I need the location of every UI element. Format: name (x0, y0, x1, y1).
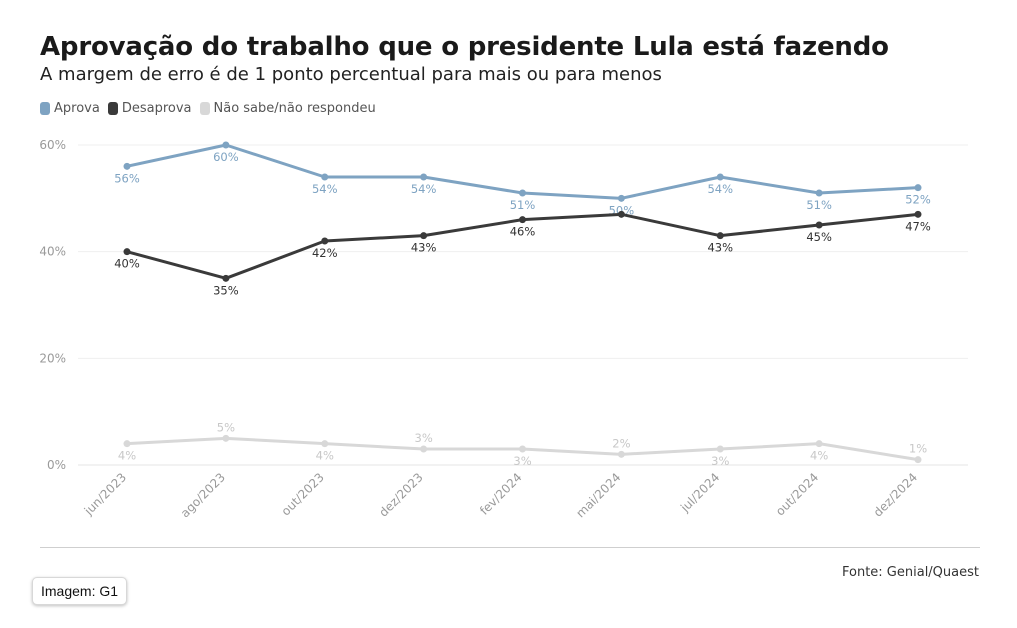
data-label: 56% (114, 171, 140, 185)
x-tick-label: dez/2023 (376, 470, 425, 519)
x-tick-label: out/2024 (773, 470, 821, 518)
data-label: 3% (513, 454, 531, 468)
x-tick-label: jul/2024 (677, 470, 722, 515)
data-label: 5% (217, 420, 235, 434)
data-label: 52% (905, 193, 931, 207)
x-tick-label: dez/2024 (871, 470, 920, 519)
data-label: 54% (411, 182, 437, 196)
legend-swatch-desaprova (107, 102, 118, 115)
data-label: 45% (806, 230, 832, 244)
data-point (617, 450, 625, 458)
y-tick-label: 40% (39, 245, 66, 259)
data-point (914, 184, 922, 192)
data-point (716, 232, 724, 240)
data-label: 2% (612, 436, 630, 450)
data-label: 43% (411, 241, 437, 255)
data-label: 42% (312, 246, 338, 260)
data-point (617, 210, 625, 218)
legend-item-desaprova[interactable]: Desaprova (107, 101, 192, 116)
data-label: 51% (806, 198, 832, 212)
data-point (420, 445, 428, 453)
legend-label-desaprova: Desaprova (121, 101, 192, 116)
data-label: 4% (810, 449, 828, 463)
y-tick-label: 0% (47, 458, 66, 472)
data-point (815, 440, 823, 448)
data-point (222, 434, 230, 442)
x-tick-label: mai/2024 (573, 470, 623, 520)
data-point (519, 445, 526, 453)
x-tick-label: fev/2024 (477, 470, 525, 518)
line-chart: 0% 20% 40% 60% jun/2023 ago/2023 out/2023 dez/2… (39, 138, 968, 520)
image-credit: Imagem: G1 (32, 577, 128, 605)
data-point (420, 232, 428, 240)
data-label: 1% (909, 442, 927, 456)
data-point (321, 237, 329, 245)
y-tick-label: 60% (39, 138, 66, 152)
footer-divider (40, 547, 980, 548)
data-point (519, 189, 526, 197)
data-point (617, 194, 625, 202)
data-label: 60% (213, 150, 239, 164)
data-point (716, 445, 724, 453)
data-point (321, 173, 329, 181)
data-label: 40% (114, 257, 140, 271)
data-label: 54% (707, 182, 733, 196)
data-label: 43% (707, 241, 733, 255)
data-label: 51% (510, 198, 536, 212)
data-point (420, 173, 428, 181)
legend-item-aprova[interactable]: Aprova (40, 101, 100, 116)
x-tick-label: out/2023 (279, 470, 327, 518)
data-point (716, 173, 724, 181)
legend-item-nao-sabe[interactable]: Não sabe/não respondeu (199, 101, 376, 116)
chart-subtitle: A margem de erro é de 1 ponto percentual… (40, 64, 662, 85)
data-point (519, 216, 526, 224)
data-point (914, 210, 922, 218)
data-point (123, 248, 131, 256)
data-label: 3% (415, 431, 433, 445)
source-note: Fonte: Genial/Quaest (841, 565, 979, 580)
data-label: 35% (213, 283, 239, 297)
data-point (123, 162, 131, 170)
data-point (815, 221, 823, 229)
x-tick-label: jun/2023 (81, 470, 129, 518)
data-label: 4% (316, 449, 334, 463)
data-point (123, 440, 131, 448)
data-point (222, 274, 230, 282)
data-point (815, 189, 823, 197)
legend-swatch-nao-sabe (199, 102, 210, 115)
data-label: 47% (905, 219, 931, 233)
data-label: 54% (312, 182, 338, 196)
data-point (321, 440, 329, 448)
legend-label-aprova: Aprova (54, 101, 100, 116)
data-label: 3% (711, 454, 729, 468)
data-label: 46% (510, 225, 536, 239)
x-tick-label: ago/2023 (178, 470, 228, 520)
chart-title: Aprovação do trabalho que o presidente L… (40, 32, 889, 62)
legend-swatch-aprova (40, 102, 50, 115)
data-point (914, 456, 922, 464)
legend-label-nao-sabe: Não sabe/não respondeu (213, 101, 376, 116)
data-point (222, 141, 230, 149)
y-tick-label: 20% (39, 351, 66, 365)
data-label: 4% (118, 449, 136, 463)
legend: Aprova Desaprova Não sabe/não respondeu (40, 101, 376, 116)
